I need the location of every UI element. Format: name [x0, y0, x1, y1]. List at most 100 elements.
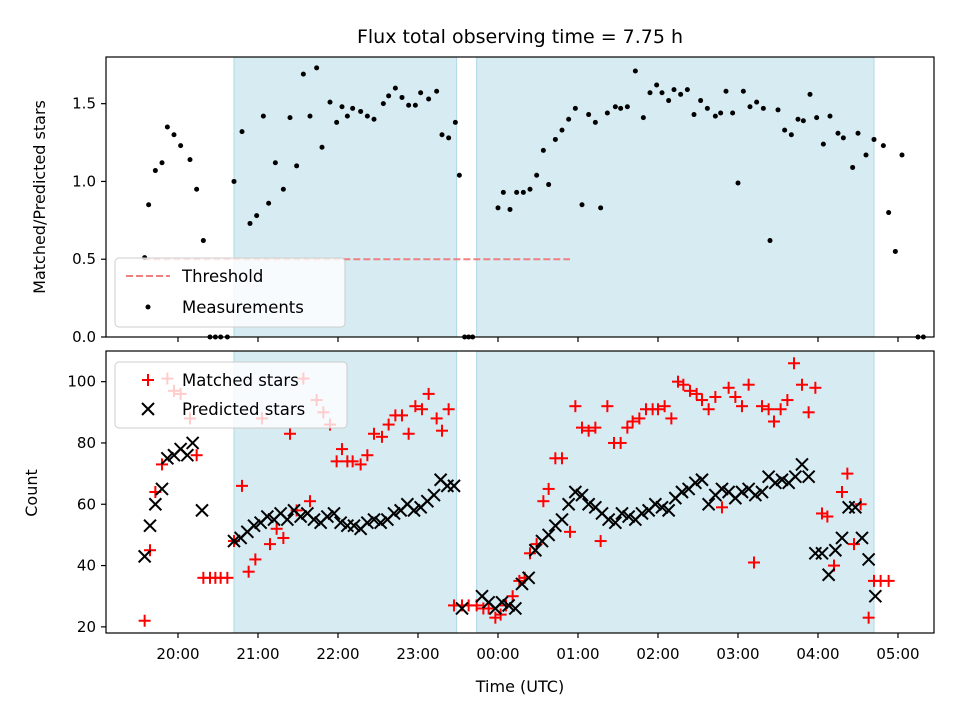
matched-star-point [690, 387, 703, 400]
predicted-star-point [427, 488, 441, 502]
predicted-star-point [828, 543, 843, 557]
measurement-point [654, 82, 660, 88]
predicted-star-point [855, 531, 869, 545]
x-tick-label: 02:00 [636, 645, 679, 663]
measurement-point [412, 102, 418, 108]
legend-measurements-swatch [145, 304, 151, 310]
predicted-star-point [661, 503, 676, 518]
predicted-star-point [360, 515, 375, 530]
legend-threshold-label: Threshold [181, 267, 263, 286]
measurement-point [598, 205, 604, 211]
chart-title: Flux total observing time = 7.75 h [357, 26, 683, 48]
matched-star-point [684, 384, 696, 397]
predicted-star-point [861, 552, 876, 567]
predicted-star-point [615, 506, 629, 521]
predicted-star-point [815, 546, 829, 561]
measurement-point [418, 90, 424, 96]
measurement-point [507, 206, 513, 212]
matched-star-point [542, 482, 555, 495]
bottom-y-tick-label: 60 [77, 495, 96, 513]
predicted-star-point [227, 534, 241, 548]
predicted-star-point [675, 485, 689, 499]
measurement-point [546, 182, 552, 188]
legend-predicted-label: Predicted stars [182, 400, 305, 419]
matched-star-point [736, 400, 748, 413]
legend-matched-swatch [142, 374, 154, 386]
predicted-star-point [367, 512, 381, 527]
matched-star-point [729, 390, 742, 403]
matched-star-point [781, 394, 794, 407]
predicted-star-point [528, 543, 543, 557]
measurement-point [559, 127, 565, 133]
predicted-star-point [455, 601, 469, 616]
top-y-tick-label: 0.5 [72, 250, 96, 268]
matched-star-point [716, 501, 728, 514]
matched-star-point [836, 486, 848, 498]
measurement-point [399, 94, 405, 100]
measurement-point [782, 127, 788, 133]
measurement-point [579, 202, 585, 208]
measurement-point [612, 104, 618, 110]
predicted-star-point [635, 506, 649, 521]
top-shaded-intervals [233, 56, 875, 338]
measurement-point [632, 68, 638, 74]
top-axes-frame [105, 56, 935, 338]
predicted-star-point [180, 448, 195, 462]
matched-star-point [436, 424, 448, 437]
measurement-point [280, 186, 286, 192]
bottom-y-tick-label: 100 [67, 373, 96, 391]
bottom-legend-box [114, 361, 348, 429]
matched-star-point [809, 381, 822, 394]
matched-star-point [368, 427, 380, 440]
legend-predicted-swatch [141, 402, 155, 416]
top-panel: 0.0 0.5 1.0 1.5 Matched/Predicted stars Thr… [30, 56, 935, 346]
measurement-point [800, 118, 806, 124]
x-tick-label: 05:00 [876, 645, 919, 663]
measurement-point [287, 115, 293, 121]
matched-star-point [564, 525, 576, 538]
matched-star-point [402, 427, 415, 440]
measurement-point [640, 115, 646, 121]
measurement-point [820, 141, 826, 147]
predicted-star-point [327, 506, 341, 521]
measurement-point [319, 144, 325, 150]
measurement-point [795, 116, 801, 122]
matched-star-point [696, 394, 708, 407]
measurement-point [446, 135, 452, 141]
matched-star-point [354, 458, 367, 471]
measurement-point [534, 172, 540, 178]
measurement-point [735, 180, 741, 186]
predicted-star-point [195, 503, 209, 518]
predicted-star-point [347, 519, 361, 533]
matched-star-point [524, 547, 536, 560]
predicted-star-point [868, 589, 883, 603]
measurement-point [339, 104, 345, 110]
measurement-point [747, 104, 753, 110]
matched-star-point [796, 378, 808, 391]
predicted-star-point [601, 512, 616, 527]
measurement-point [327, 99, 333, 105]
measurement-point [788, 132, 794, 138]
measurement-point [527, 186, 533, 192]
top-y-tick-label: 1.5 [72, 95, 96, 113]
measurement-point [671, 87, 677, 93]
measurement-point [350, 105, 356, 111]
x-tick-label: 04:00 [796, 645, 839, 663]
matched-star-point [376, 430, 388, 443]
measurement-point [718, 110, 724, 116]
measurement-point [840, 135, 846, 141]
x-axis-label: Time (UTC) [475, 677, 564, 696]
measurement-point [514, 189, 520, 195]
predicted-star-point [848, 500, 863, 515]
matched-star-point [621, 421, 634, 434]
measurement-point [807, 91, 813, 97]
measurement-point [827, 113, 833, 119]
legend-matched-label: Matched stars [182, 371, 299, 390]
matched-star-point [304, 495, 316, 508]
matched-star-point [346, 455, 359, 468]
matched-star-point [336, 443, 348, 456]
predicted-star-point [521, 571, 536, 585]
predicted-star-point [801, 469, 816, 484]
measurement-point [730, 110, 736, 116]
